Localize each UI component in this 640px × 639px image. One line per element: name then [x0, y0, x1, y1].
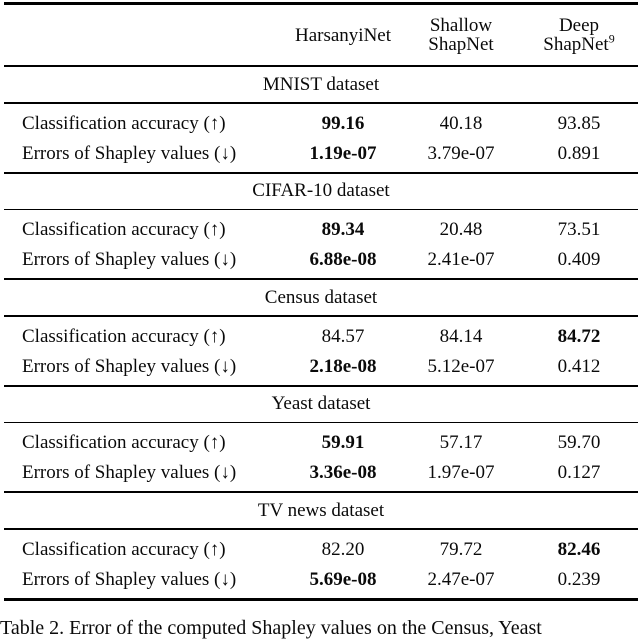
- section-rows-mnist: Classification accuracy (↑) 99.16 40.18 …: [4, 104, 638, 172]
- footnote-marker: 9: [608, 31, 615, 46]
- cell-value: 57.17: [439, 432, 483, 453]
- cell-value: 3.79e-07: [427, 142, 495, 164]
- row-label-errors: Errors of Shapley values (↓): [22, 568, 237, 590]
- section-rule: [4, 278, 638, 280]
- cell-value: 2.41e-07: [427, 249, 495, 270]
- table-row-accuracy: Classification accuracy (↑) 89.34 20.48 …: [4, 215, 638, 245]
- header-deep-line2: ShapNet9: [520, 31, 638, 55]
- row-label-errors: Errors of Shapley values (↓): [22, 462, 237, 483]
- table-row-errors: Errors of Shapley values (↓) 3.36e-08 1.…: [4, 458, 638, 488]
- row-label-accuracy: Classification accuracy (↑): [22, 538, 226, 560]
- cell-value: 5.69e-08: [309, 568, 377, 590]
- table-row-accuracy: Classification accuracy (↑) 99.16 40.18 …: [4, 109, 638, 139]
- table-row-errors: Errors of Shapley values (↓) 1.19e-07 3.…: [4, 139, 638, 169]
- row-label-accuracy: Classification accuracy (↑): [22, 432, 226, 453]
- dataset-band-cifar10: CIFAR-10 dataset: [4, 174, 638, 209]
- cell-value: 0.412: [557, 355, 601, 377]
- cell-value: 93.85: [557, 112, 601, 134]
- cell-value: 79.72: [439, 538, 483, 560]
- table-row-errors: Errors of Shapley values (↓) 2.18e-08 5.…: [4, 352, 638, 382]
- cell-value: 99.16: [321, 112, 365, 134]
- row-label-accuracy: Classification accuracy (↑): [22, 219, 226, 240]
- table-row-accuracy: Classification accuracy (↑) 84.57 84.14 …: [4, 322, 638, 352]
- dataset-band-census: Census dataset: [4, 280, 638, 315]
- section-rows-yeast: Classification accuracy (↑) 59.91 57.17 …: [4, 423, 638, 491]
- cell-value: 0.127: [557, 462, 601, 483]
- cell-value: 84.72: [557, 325, 601, 347]
- header-deep-line1: Deep: [558, 15, 600, 36]
- header-shallow-line1: Shallow: [429, 15, 493, 36]
- cell-value: 0.409: [557, 249, 601, 270]
- cell-value: 82.20: [321, 538, 365, 560]
- dataset-band-label: Census dataset: [264, 286, 378, 308]
- top-rule: [4, 2, 638, 5]
- table-row-accuracy: Classification accuracy (↑) 82.20 79.72 …: [4, 535, 638, 565]
- cell-value: 89.34: [321, 219, 365, 240]
- cell-value: 6.88e-08: [309, 249, 377, 270]
- cell-value: 59.91: [321, 432, 365, 453]
- header-shallow-shapnet: Shallow ShapNet: [402, 16, 520, 54]
- dataset-band-mnist: MNIST dataset: [4, 67, 638, 102]
- row-label-accuracy: Classification accuracy (↑): [22, 325, 226, 347]
- section-rule: [4, 491, 638, 493]
- band-rule: [4, 315, 638, 317]
- table-row-errors: Errors of Shapley values (↓) 5.69e-08 2.…: [4, 565, 638, 595]
- dataset-band-tvnews: TV news dataset: [4, 493, 638, 528]
- header-deep-line2-text: ShapNet: [543, 34, 609, 55]
- cell-value: 0.891: [557, 142, 601, 164]
- cell-value: 84.57: [321, 325, 365, 347]
- section-rows-cifar10: Classification accuracy (↑) 89.34 20.48 …: [4, 210, 638, 278]
- cell-value: 84.14: [439, 325, 483, 347]
- table-caption: Table 2. Error of the computed Shapley v…: [0, 616, 542, 639]
- bottom-rule: [4, 597, 638, 601]
- row-label-errors: Errors of Shapley values (↓): [22, 249, 237, 270]
- cell-value: 59.70: [557, 432, 601, 453]
- cell-value: 0.239: [557, 568, 601, 590]
- header-row: HarsanyiNet Shallow ShapNet Deep ShapNet…: [4, 5, 638, 65]
- dataset-band-label: Yeast dataset: [271, 393, 371, 414]
- section-rows-census: Classification accuracy (↑) 84.57 84.14 …: [4, 317, 638, 385]
- band-rule: [4, 421, 638, 423]
- cell-value: 3.36e-08: [309, 462, 377, 483]
- section-rule: [4, 171, 638, 174]
- header-harsanyinet: HarsanyiNet: [284, 26, 402, 45]
- cell-value: 40.18: [439, 112, 483, 134]
- section-rows-tvnews: Classification accuracy (↑) 82.20 79.72 …: [4, 530, 638, 598]
- cell-value: 1.97e-07: [427, 462, 495, 483]
- band-rule: [4, 102, 638, 104]
- cell-value: 20.48: [439, 219, 483, 240]
- table-row-errors: Errors of Shapley values (↓) 6.88e-08 2.…: [4, 245, 638, 275]
- results-table: HarsanyiNet Shallow ShapNet Deep ShapNet…: [4, 2, 638, 601]
- dataset-band-label: CIFAR-10 dataset: [252, 180, 390, 201]
- header-harsanyinet-label: HarsanyiNet: [294, 24, 392, 46]
- section-rule: [4, 384, 638, 387]
- row-label-errors: Errors of Shapley values (↓): [22, 142, 237, 164]
- dataset-band-yeast: Yeast dataset: [4, 387, 638, 422]
- header-rule: [4, 65, 638, 67]
- cell-value: 2.47e-07: [427, 568, 495, 590]
- dataset-band-label: MNIST dataset: [262, 73, 380, 95]
- header-deep-shapnet: Deep ShapNet9: [520, 16, 638, 54]
- dataset-band-label: TV news dataset: [257, 499, 385, 521]
- cell-value: 73.51: [557, 219, 601, 240]
- band-rule: [4, 208, 638, 210]
- header-shallow-line2: ShapNet: [428, 34, 494, 55]
- table-row-accuracy: Classification accuracy (↑) 59.91 57.17 …: [4, 428, 638, 458]
- cell-value: 5.12e-07: [427, 355, 495, 377]
- row-label-errors: Errors of Shapley values (↓): [22, 355, 237, 377]
- cell-value: 82.46: [557, 538, 601, 560]
- cell-value: 1.19e-07: [309, 142, 377, 164]
- row-label-accuracy: Classification accuracy (↑): [22, 112, 226, 134]
- band-rule: [4, 528, 638, 530]
- cell-value: 2.18e-08: [309, 355, 377, 377]
